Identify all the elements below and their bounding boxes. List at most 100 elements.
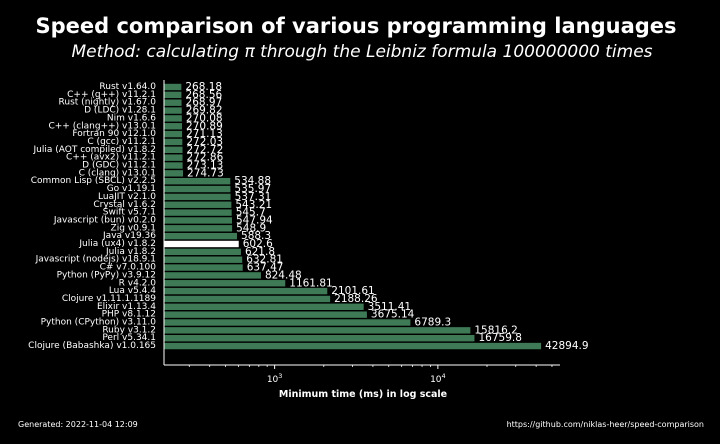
y-tick-label: D (GDC) v11.2.1 [82,161,156,171]
data-label: 621.8 [245,246,275,258]
y-tick-label: Clojure (Babashka) v1.0.165 [28,341,156,351]
bar [164,91,182,99]
bar [164,248,241,256]
y-tick-label: PHP v8.1.12 [102,310,156,320]
x-axis-label: Minimum time (ms) in log scale [279,389,447,400]
bar [164,264,243,271]
data-label: 42894.9 [545,340,588,352]
bar [164,185,231,193]
data-label: 268.97 [186,97,223,109]
y-tick-label: Clojure v1.11.1.1189 [62,294,156,304]
y-tick-label: Javascript (nodejs) v18.9.1 [35,255,156,265]
bar [164,115,182,122]
data-label: 537.31 [235,191,272,203]
data-label: 15816.2 [474,324,517,336]
data-label: 632.81 [246,254,283,266]
y-tick-label: C# v7.0.100 [100,263,157,273]
bar [164,193,231,201]
bar [164,280,286,287]
bar [164,272,261,279]
y-tick-label: Common Lisp (SBCL) v2.2.5 [31,176,156,186]
y-tick-label: Java v19.36 [102,231,156,241]
bar [164,335,475,342]
bar [164,240,239,248]
bar [164,170,184,177]
bar [164,209,232,216]
y-tick-label: Javascript (bun) v0.2.0 [53,215,156,225]
data-label: 2188.26 [334,293,378,305]
bar [164,99,182,106]
bar [164,232,238,240]
bar [164,83,182,91]
chart-title: Speed comparison of various programming … [35,14,676,38]
data-label: 269.82 [186,105,223,117]
generated-timestamp: Generated: 2022-11-04 12:09 [18,420,138,429]
y-tick-label: Julia (AOT compiled) v1.8.2 [33,145,156,155]
y-tick-label: R v4.2.0 [119,278,157,288]
data-label: 824.48 [265,269,302,281]
x-tick-label: 103 [267,372,283,385]
data-label: 3675.14 [371,309,415,321]
bar [164,130,183,138]
y-tick-label: C++ (avx2) v11.2.1 [66,153,156,163]
data-label: 271.13 [186,128,223,140]
y-tick-label: Ruby v3.1.2 [102,325,156,335]
data-label: 1161.81 [289,277,332,289]
bar [164,178,231,185]
y-tick-label: Python (CPython) v3.11.0 [41,318,157,328]
y-tick-label: Perl v5.34.1 [102,333,156,343]
bar [164,146,183,153]
data-label: 548.9 [236,222,266,234]
data-label: 534.88 [234,175,271,187]
bar [164,217,232,224]
y-tick-label: D (LDC) v1.28.1 [84,106,156,116]
data-label: 6789.3 [414,317,451,329]
bar [164,201,232,208]
bar [164,225,233,232]
data-label: 547.94 [236,214,273,226]
data-label: 274.73 [187,167,224,179]
bar [164,311,367,318]
y-tick-label: Rust (nightly) v1.67.0 [59,98,157,108]
y-tick-label: C++ (g++) v11.2.1 [67,90,156,100]
bar [164,287,328,295]
y-tick-label: C (clang) v13.0.1 [79,168,156,178]
source-link[interactable]: https://github.com/niklas-heer/speed-com… [507,420,704,429]
bar [164,138,183,146]
data-label: 268.18 [185,81,222,93]
data-label: 2101.61 [331,285,374,297]
data-label: 545.7 [236,207,266,219]
data-label: 270.89 [186,120,223,132]
x-tick-label: 104 [430,372,446,385]
bar [164,303,364,310]
y-tick-label: Julia v1.8.2 [105,247,156,257]
y-tick-label: LuaJIT v2.1.0 [98,192,156,202]
y-tick-label: Lua v5.4.4 [109,286,156,296]
y-tick-label: C (gcc) v11.2.1 [87,137,156,147]
bar [164,107,182,114]
data-label: 273.13 [187,160,224,172]
chart-subtitle: Method: calculating π through the Leibni… [71,42,652,62]
data-label: 16759.8 [478,332,521,344]
data-label: 588.3 [241,230,271,242]
bar [164,342,542,350]
bar [164,123,183,130]
bar [164,327,471,334]
data-label: 3511.41 [368,301,411,313]
bar [164,162,183,169]
axes-group: 103 104 [163,80,560,385]
data-label: 602.6 [243,238,273,250]
data-label: 272.72 [187,144,224,156]
y-tick-label: Swift v5.7.1 [103,208,156,218]
bar [164,256,243,263]
data-label: 270.08 [186,112,223,124]
data-label: 535.97 [234,183,271,195]
data-label: 268.56 [185,89,222,101]
y-tick-label: Crystal v1.6.2 [93,200,156,210]
data-label: 272.86 [187,152,224,164]
y-tick-label: Zig v0.9.1 [111,223,156,233]
data-label: 543.21 [235,199,272,211]
bar [164,319,411,326]
y-tick-label: Julia (ux4) v1.8.2 [78,239,156,249]
